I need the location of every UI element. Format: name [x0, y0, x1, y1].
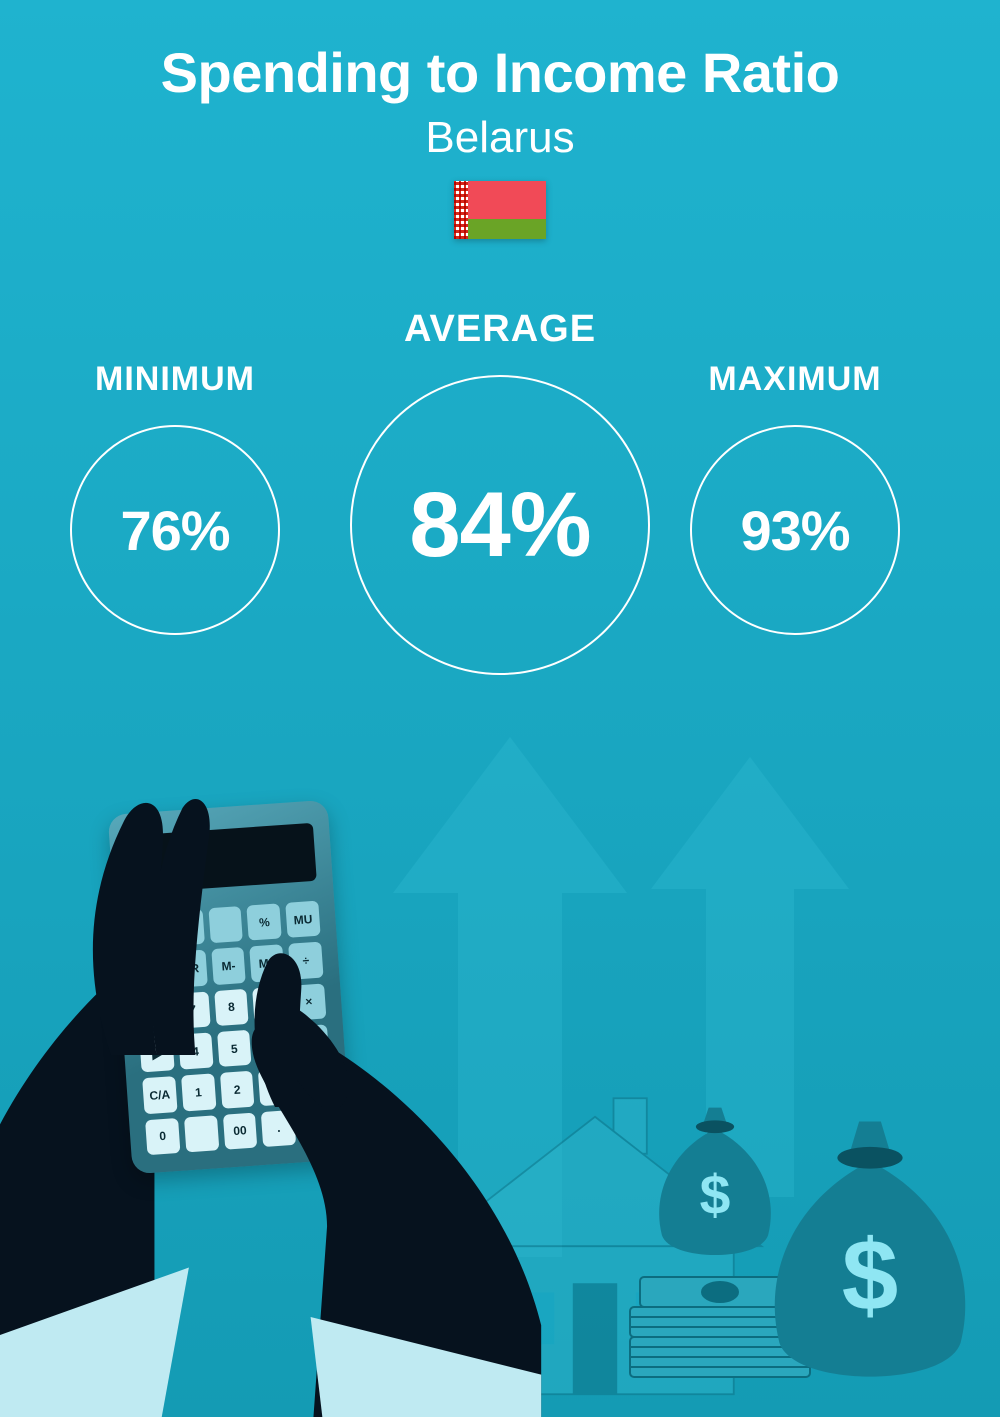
illustration: $ $ %MUMCMRM-M+÷+/-789×▶456-C/A123+000.= — [0, 717, 1000, 1417]
stat-maximum-label: MAXIMUM — [690, 360, 900, 399]
page-subtitle: Belarus — [0, 113, 1000, 163]
page-title: Spending to Income Ratio — [0, 40, 1000, 105]
stat-average-label: AVERAGE — [350, 308, 650, 351]
stat-maximum-circle: 93% — [690, 425, 900, 635]
hand-right-finger-icon — [230, 947, 320, 1107]
stat-average-value: 84% — [409, 473, 590, 578]
stat-average-circle: 84% — [350, 375, 650, 675]
hand-right-icon — [170, 897, 550, 1417]
stats-row: MINIMUM 76% AVERAGE 84% MAXIMUM 93% — [0, 300, 1000, 700]
stat-maximum: MAXIMUM 93% — [690, 360, 900, 635]
stat-minimum-circle: 76% — [70, 425, 280, 635]
belarus-flag-icon — [454, 181, 546, 239]
stat-minimum-value: 76% — [120, 498, 229, 563]
stat-maximum-value: 93% — [740, 498, 849, 563]
stat-minimum-label: MINIMUM — [70, 360, 280, 399]
stat-minimum: MINIMUM 76% — [70, 360, 280, 635]
svg-text:$: $ — [700, 1164, 731, 1226]
stat-average: AVERAGE 84% — [350, 308, 650, 675]
money-bag-icon: $ — [760, 1107, 980, 1397]
svg-text:$: $ — [842, 1218, 898, 1332]
header: Spending to Income Ratio Belarus — [0, 40, 1000, 239]
